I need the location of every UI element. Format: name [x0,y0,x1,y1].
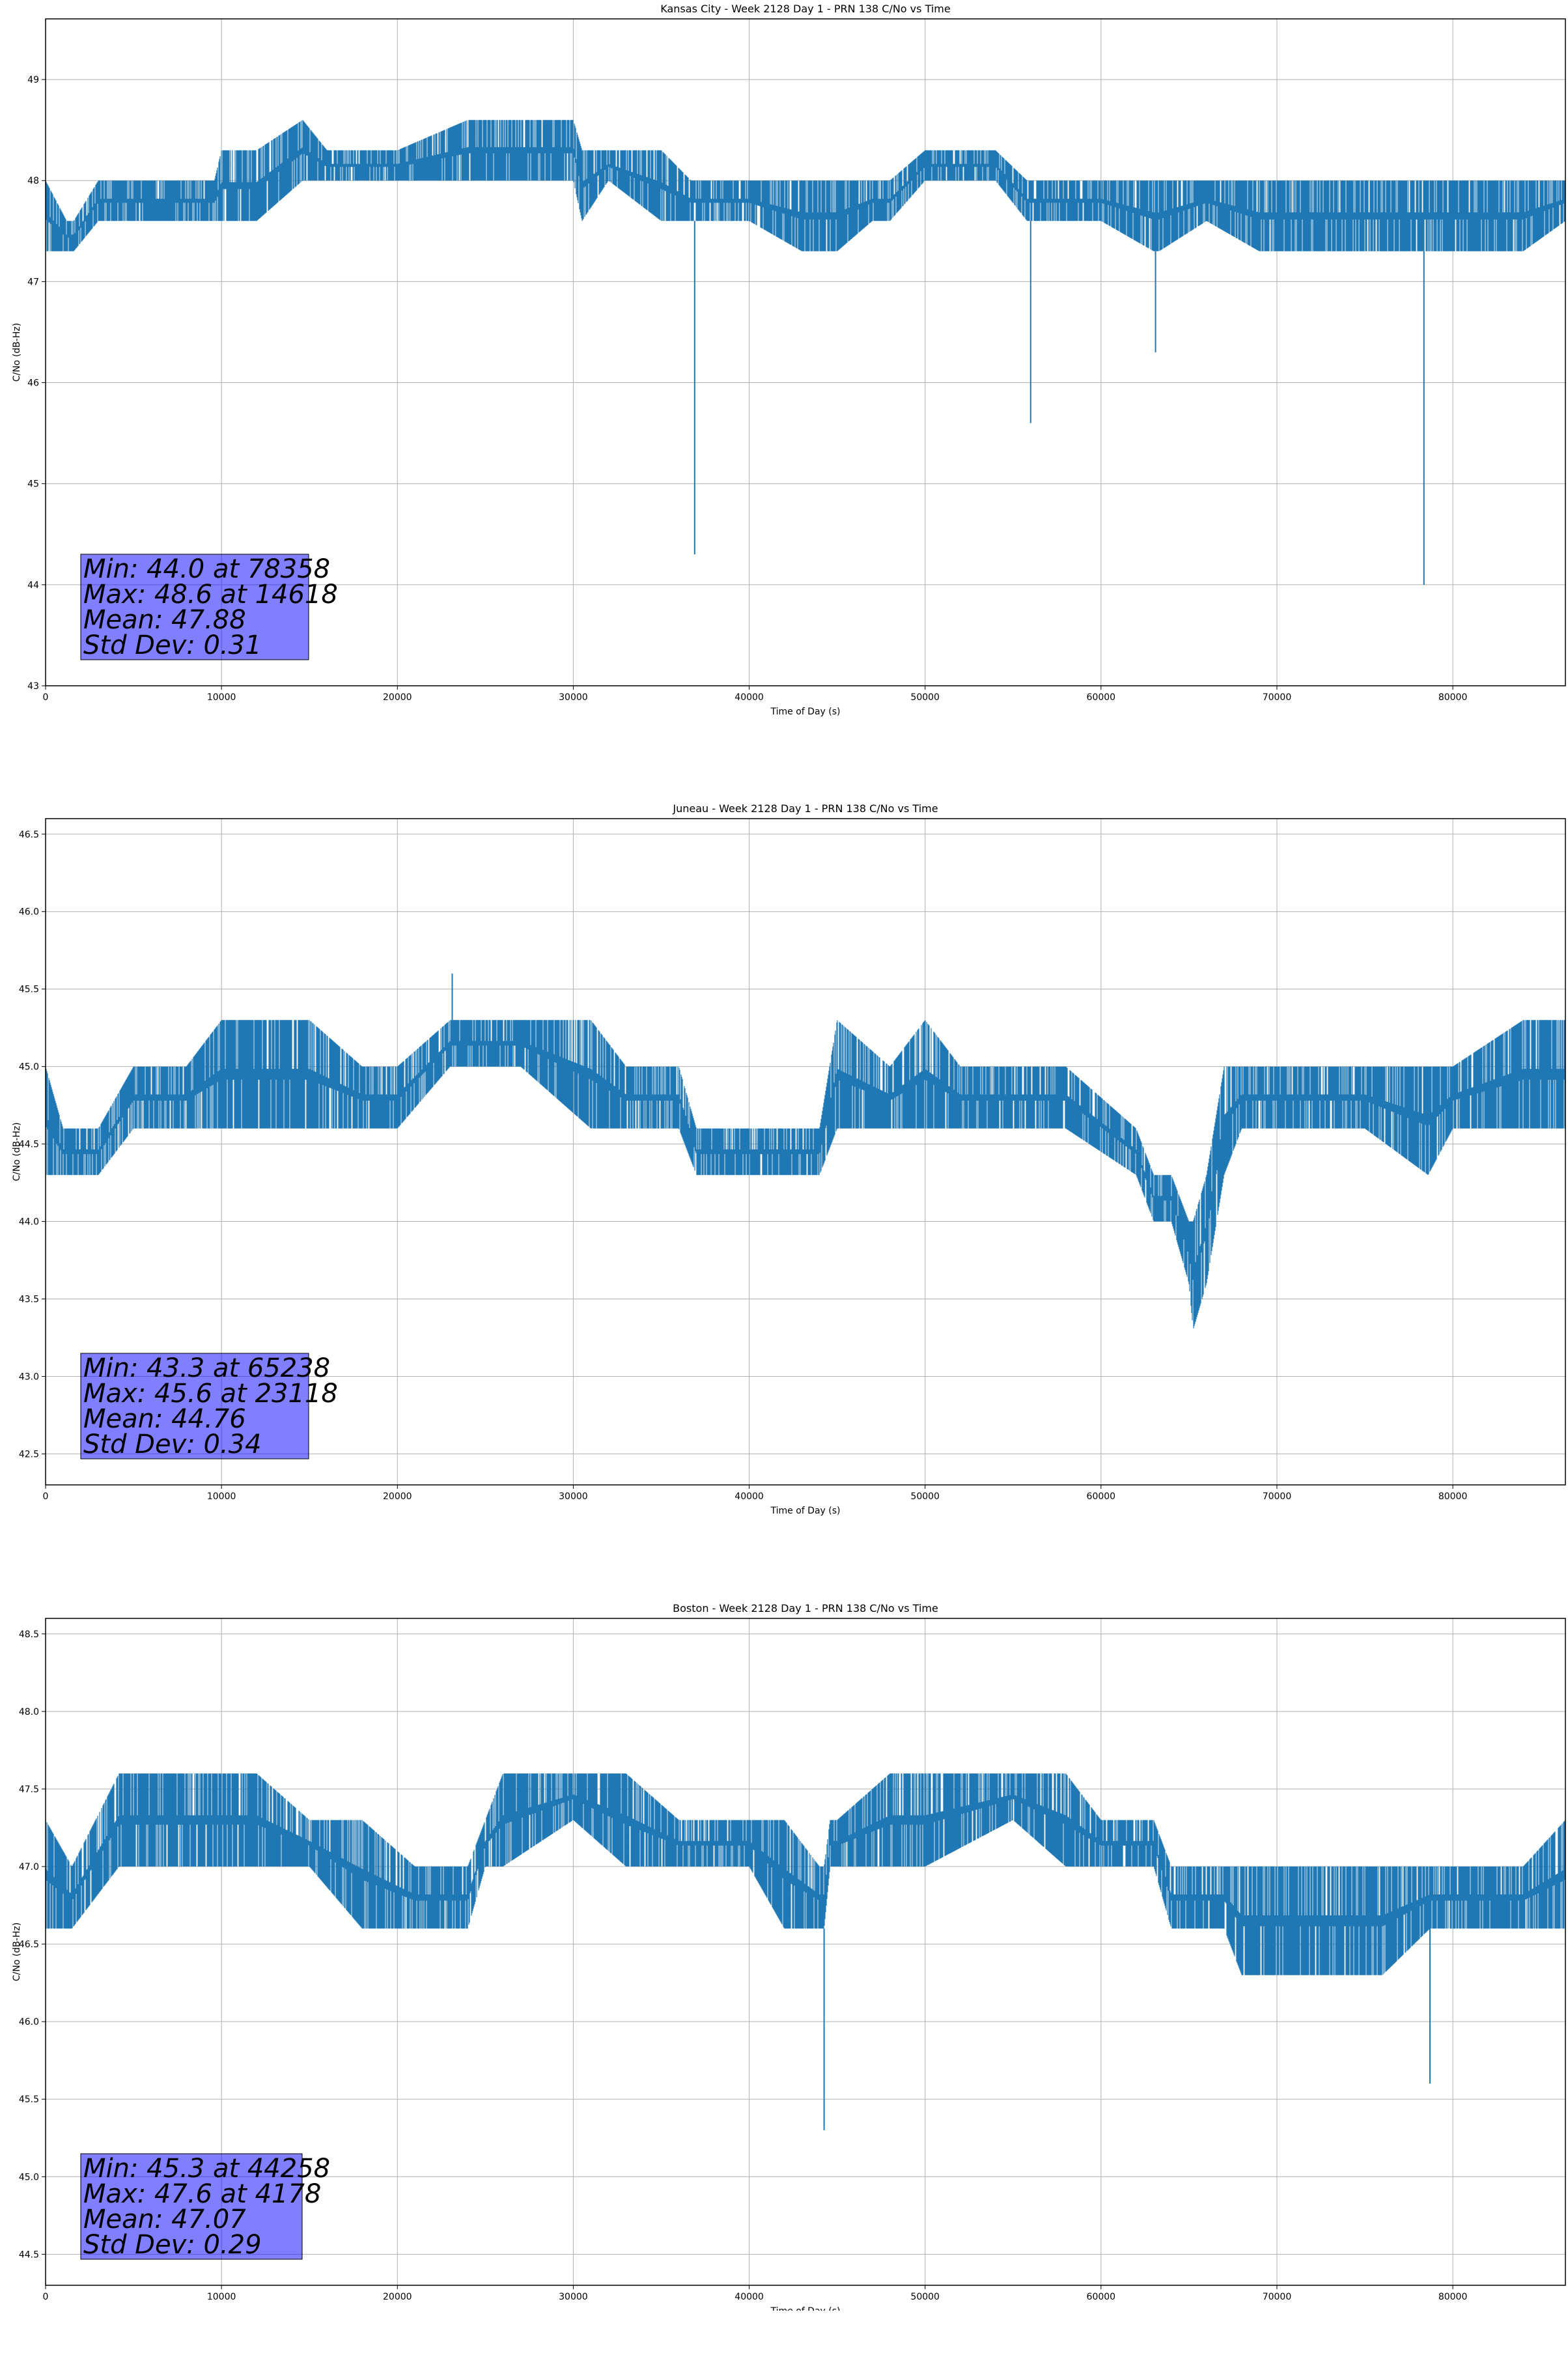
juneau-stats-box [80,1353,309,1459]
juneau-x-tick-label: 20000 [383,1491,412,1502]
kansas-city-stats-box [80,554,309,660]
boston-x-tick-label: 20000 [383,2292,412,2302]
juneau-x-tick-label: 0 [43,1491,49,1502]
boston-x-tick-label: 30000 [559,2292,588,2302]
kansas-city-y-tick-label: 43 [27,681,39,692]
juneau-x-tick-label: 80000 [1438,1491,1468,1502]
boston-y-tick-label: 47.0 [19,1862,39,1872]
kansas-city-y-tick-label: 44 [27,580,39,591]
juneau-stats-line: Max: 45.6 at 23118 [83,1379,338,1409]
juneau-y-tick-label: 45.5 [19,985,39,995]
boston-y-tick-label: 48.5 [19,1629,39,1640]
boston-stats-box [80,2153,303,2260]
kansas-city-y-tick-label: 45 [27,479,39,490]
juneau-y-tick-label: 43.5 [19,1295,39,1305]
boston-x-tick-label: 10000 [207,2292,236,2302]
juneau-x-tick-label: 70000 [1263,1491,1292,1502]
boston-stats-line: Mean: 47.07 [83,2205,246,2234]
boston-x-tick-label: 50000 [910,2292,940,2302]
juneau-y-axis-label: C/No (dB-Hz) [12,1122,22,1181]
boston-series-band [45,1773,1566,2130]
juneau-y-tick-label: 46.5 [19,830,39,840]
boston-x-tick-label: 60000 [1087,2292,1116,2302]
kansas-city-x-tick-label: 50000 [910,692,940,703]
juneau-series-band [45,973,1566,1329]
juneau-y-tick-label: 44.5 [19,1140,39,1150]
juneau-x-tick-label: 60000 [1087,1491,1116,1502]
kansas-city-stats-line: Min: 44.0 at 78358 [83,554,330,584]
kansas-city-x-axis-label: Time of Day (s) [770,707,841,717]
kansas-city-y-tick-label: 46 [27,378,39,389]
boston-y-tick-label: 45.0 [19,2172,39,2182]
juneau-y-tick-label: 46.0 [19,907,39,918]
juneau-x-tick-label: 50000 [910,1491,940,1502]
juneau-x-tick-label: 10000 [207,1491,236,1502]
kansas-city-y-tick-label: 49 [27,75,39,85]
boston-y-tick-label: 45.5 [19,2094,39,2105]
kansas-city-x-tick-label: 20000 [383,692,412,703]
kansas-city-y-tick-label: 48 [27,176,39,186]
juneau-x-tick-label: 40000 [735,1491,764,1502]
juneau-stats-line: Std Dev: 0.34 [83,1430,262,1459]
kansas-city-x-tick-label: 70000 [1263,692,1292,703]
juneau-stats-line: Min: 43.3 at 65238 [83,1353,330,1383]
boston-x-tick-label: 80000 [1438,2292,1468,2302]
boston-y-tick-label: 46.0 [19,2017,39,2027]
kansas-city-axes-frame [45,18,1566,686]
kansas-city-stats-line: Std Dev: 0.31 [83,630,262,660]
kansas-city-x-tick-label: 60000 [1087,692,1116,703]
kansas-city-series-fill [45,120,1566,251]
boston-y-axis-label: C/No (dB-Hz) [12,1923,22,1981]
kansas-city-chart-svg: Kansas City - Week 2128 Day 1 - PRN 138 … [12,3,1566,717]
boston-x-tick-label: 70000 [1263,2292,1292,2302]
boston-chart-title: Boston - Week 2128 Day 1 - PRN 138 C/No … [673,1602,938,1614]
juneau-x-axis-label: Time of Day (s) [770,1506,841,1516]
boston-chart-svg: Boston - Week 2128 Day 1 - PRN 138 C/No … [12,1602,1566,2311]
boston-stats-line: Min: 45.3 at 44258 [83,2154,330,2184]
juneau-y-tick-label: 43.0 [19,1372,39,1382]
juneau-y-tick-label: 44.0 [19,1217,39,1228]
kansas-city-chart-title: Kansas City - Week 2128 Day 1 - PRN 138 … [660,3,950,15]
kansas-city-chart-panel: Kansas City - Week 2128 Day 1 - PRN 138 … [0,0,1568,768]
kansas-city-y-tick-label: 47 [27,277,39,287]
boston-stats-line: Max: 47.6 at 4178 [83,2179,321,2209]
juneau-y-tick-label: 45.0 [19,1062,39,1073]
boston-x-axis-label: Time of Day (s) [770,2306,841,2311]
juneau-chart-panel: Juneau - Week 2128 Day 1 - PRN 138 C/No … [0,800,1568,1568]
kansas-city-y-axis-label: C/No (dB-Hz) [12,323,22,382]
juneau-chart-svg: Juneau - Week 2128 Day 1 - PRN 138 C/No … [12,802,1566,1516]
boston-x-tick-label: 0 [43,2292,49,2302]
boston-x-tick-label: 40000 [735,2292,764,2302]
kansas-city-x-tick-label: 80000 [1438,692,1468,703]
juneau-axes-frame [45,818,1566,1486]
kansas-city-x-tick-label: 30000 [559,692,588,703]
kansas-city-x-tick-label: 40000 [735,692,764,703]
kansas-city-x-tick-label: 0 [43,692,49,703]
boston-chart-panel: Boston - Week 2128 Day 1 - PRN 138 C/No … [0,1600,1568,2368]
boston-y-tick-label: 46.5 [19,1939,39,1950]
juneau-chart-title: Juneau - Week 2128 Day 1 - PRN 138 C/No … [672,802,938,815]
juneau-stats-line: Mean: 44.76 [83,1404,246,1434]
juneau-x-tick-label: 30000 [559,1491,588,1502]
kansas-city-x-tick-label: 10000 [207,692,236,703]
boston-axes-frame [45,1618,1566,2286]
kansas-city-stats-line: Max: 48.6 at 14618 [83,580,338,610]
boston-y-tick-label: 48.0 [19,1707,39,1717]
juneau-y-tick-label: 42.5 [19,1449,39,1459]
boston-y-tick-label: 47.5 [19,1784,39,1795]
boston-stats-line: Std Dev: 0.29 [83,2230,262,2260]
kansas-city-stats-line: Mean: 47.88 [83,605,246,635]
boston-series-fill [45,1773,1566,1975]
boston-y-tick-label: 44.5 [19,2249,39,2260]
kansas-city-series-band [45,120,1566,585]
